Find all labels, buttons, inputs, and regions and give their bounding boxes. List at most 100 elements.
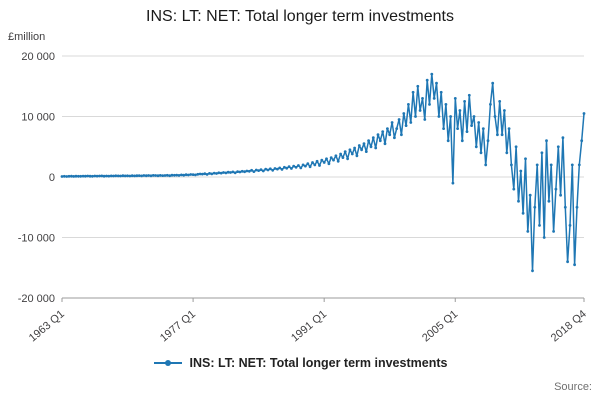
data-point: [315, 159, 319, 163]
data-point: [479, 151, 483, 155]
data-point: [318, 164, 321, 167]
data-point: [393, 136, 396, 140]
data-point: [386, 127, 389, 130]
data-point: [77, 174, 80, 178]
data-point: [173, 173, 176, 177]
data-line: [61, 73, 585, 272]
data-point: [489, 103, 492, 106]
data-point: [161, 174, 165, 178]
data-point: [458, 109, 462, 112]
data-point: [421, 97, 424, 100]
x-tick-label: 2018 Q4: [549, 308, 589, 344]
data-point: [189, 173, 193, 176]
data-point: [112, 174, 115, 178]
data-point: [397, 118, 401, 121]
data-point: [140, 174, 144, 178]
data-point: [404, 124, 408, 127]
data-point: [570, 163, 574, 167]
data-point: [149, 174, 153, 178]
data-point: [390, 121, 394, 124]
data-point: [283, 165, 286, 169]
data-point: [250, 168, 254, 172]
data-point: [332, 158, 335, 162]
data-point: [364, 150, 368, 153]
data-point: [325, 157, 328, 161]
data-point: [563, 205, 567, 209]
data-point: [177, 174, 181, 177]
data-point: [261, 169, 265, 173]
x-tick-label: 1991 Q1: [289, 308, 329, 344]
data-point: [72, 175, 76, 178]
data-point: [556, 145, 560, 149]
data-point: [432, 97, 436, 100]
data-point: [470, 124, 473, 127]
data-point: [540, 151, 544, 155]
data-point: [336, 159, 340, 163]
data-point: [486, 139, 490, 143]
legend-label: INS: LT: NET: Total longer term investme…: [189, 356, 448, 370]
data-point: [521, 211, 525, 215]
data-point: [322, 161, 326, 164]
data-point: [271, 168, 275, 172]
data-point: [542, 236, 546, 239]
data-point: [327, 162, 331, 166]
data-point: [60, 175, 64, 178]
data-point: [70, 174, 73, 178]
data-point: [500, 133, 504, 137]
data-point: [362, 142, 366, 146]
data-point: [484, 163, 488, 167]
data-point: [467, 93, 471, 97]
data-point: [196, 172, 200, 176]
data-point: [243, 170, 247, 174]
data-point: [526, 230, 530, 233]
data-point: [378, 139, 382, 143]
data-point: [126, 174, 129, 178]
data-point: [561, 136, 565, 140]
data-point: [439, 90, 443, 94]
data-point: [533, 205, 537, 209]
data-point: [357, 144, 361, 147]
data-point: [507, 127, 511, 130]
chart-svg: 20 000 10 000 0 -10 000 -20 000 1963 Q1 1977 Q…: [18, 51, 589, 344]
data-point: [238, 170, 242, 174]
data-point: [329, 156, 333, 159]
data-point: [400, 133, 403, 137]
data-point: [194, 173, 197, 177]
legend-marker: [153, 360, 182, 366]
data-point: [135, 174, 139, 178]
data-point: [360, 148, 363, 152]
source-label: Source:: [554, 381, 592, 393]
data-point: [203, 172, 207, 176]
data-point: [208, 172, 211, 175]
data-point: [566, 260, 569, 264]
data-point: [395, 127, 399, 130]
data-point: [285, 166, 289, 170]
data-point: [154, 174, 158, 177]
data-point: [505, 151, 509, 155]
data-point: [231, 170, 235, 174]
data-point: [552, 230, 555, 233]
data-point: [67, 174, 71, 178]
data-point: [226, 170, 230, 174]
data-point: [573, 263, 576, 267]
data-point: [446, 139, 450, 143]
data-point: [503, 109, 506, 112]
data-point: [442, 127, 445, 130]
data-point: [84, 174, 87, 178]
data-point: [191, 173, 195, 176]
data-point: [409, 121, 413, 124]
data-point: [346, 157, 349, 161]
data-point: [451, 181, 455, 185]
data-point: [229, 171, 232, 174]
data-point: [423, 118, 427, 121]
data-point: [311, 161, 314, 164]
data-point: [493, 115, 497, 118]
data-point: [81, 174, 85, 178]
data-point: [554, 187, 558, 191]
data-point: [182, 173, 186, 177]
data-point: [559, 193, 562, 197]
data-point: [165, 173, 169, 177]
data-point: [430, 72, 434, 76]
y-tick-label: 20 000: [21, 51, 55, 63]
data-point: [369, 145, 373, 149]
